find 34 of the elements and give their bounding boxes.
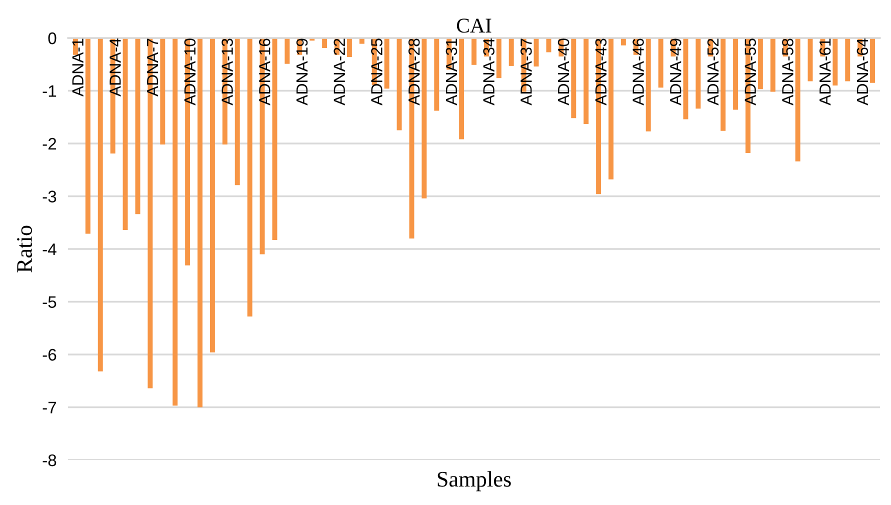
x-tick-label: ADNA-58 bbox=[782, 38, 794, 106]
x-tick-label: ADNA-40 bbox=[558, 38, 570, 106]
x-tick-label: ADNA-55 bbox=[744, 38, 756, 106]
chart-title: CAI bbox=[456, 18, 492, 33]
y-tick-label: -2 bbox=[42, 138, 56, 150]
x-tick-label: ADNA-46 bbox=[632, 38, 644, 106]
y-axis-title: Ratio bbox=[17, 226, 32, 272]
y-tick-label: -5 bbox=[42, 296, 56, 308]
x-tick-label: ADNA-43 bbox=[595, 38, 607, 106]
y-tick-label: -6 bbox=[42, 348, 56, 361]
x-tick-label: ADNA-13 bbox=[222, 38, 233, 106]
y-tick-label: -3 bbox=[42, 190, 56, 202]
y-tick-label: -7 bbox=[42, 402, 56, 414]
y-tick-label: 0 bbox=[48, 32, 56, 44]
x-tick-label: ADNA-1 bbox=[72, 38, 84, 97]
y-tick-label: -1 bbox=[42, 85, 56, 97]
x-axis-title: Samples bbox=[438, 471, 511, 492]
y-tick-label: -4 bbox=[42, 244, 56, 256]
x-tick-label: ADNA-22 bbox=[334, 38, 345, 106]
x-tick-label: ADNA-64 bbox=[856, 38, 868, 106]
x-tick-label: ADNA-31 bbox=[446, 38, 458, 106]
x-tick-label: ADNA-37 bbox=[520, 38, 532, 106]
x-tick-label: ADNA-4 bbox=[110, 38, 121, 97]
x-tick-label: ADNA-28 bbox=[408, 38, 420, 106]
y-tick-label: -8 bbox=[42, 454, 56, 466]
x-tick-label: ADNA-7 bbox=[147, 38, 158, 97]
x-tick-label: ADNA-25 bbox=[371, 38, 382, 106]
x-tick-label: ADNA-52 bbox=[707, 38, 719, 106]
x-tick-label: ADNA-10 bbox=[184, 38, 196, 106]
x-tick-label: ADNA-34 bbox=[483, 38, 494, 106]
x-tick-label: ADNA-49 bbox=[670, 38, 682, 106]
x-tick-label: ADNA-19 bbox=[296, 38, 308, 106]
x-tick-label: ADNA-16 bbox=[258, 38, 270, 106]
x-tick-label: ADNA-61 bbox=[819, 38, 831, 106]
